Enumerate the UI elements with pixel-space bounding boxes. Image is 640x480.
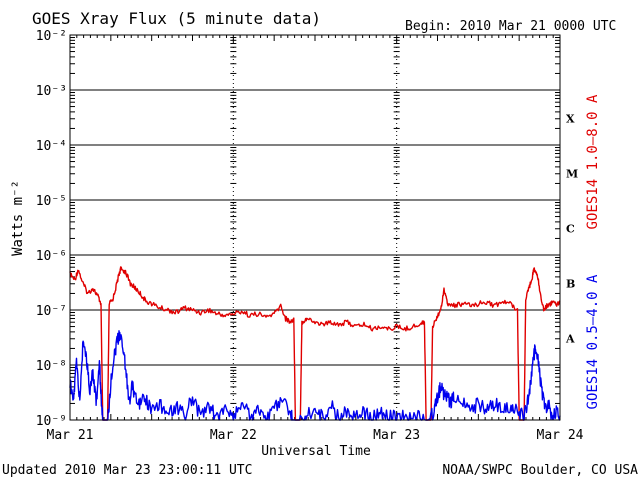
x-tick-label: Mar 23 [373, 428, 420, 443]
y-axis-label: Watts m⁻² [10, 180, 26, 256]
flare-class-label: X [566, 113, 575, 126]
y-tick-label: 10⁻⁸ [36, 359, 67, 374]
source-credit: NOAA/SWPC Boulder, CO USA [442, 463, 638, 478]
plot-frame [69, 34, 561, 421]
y-tick-label: 10⁻⁹ [36, 414, 67, 429]
flare-class-label: M [566, 168, 578, 181]
x-tick-label: Mar 22 [210, 428, 257, 443]
x-tick-label: Mar 24 [537, 428, 584, 443]
begin-label: Begin: 2010 Mar 21 0000 UTC [405, 19, 616, 34]
legend-short-channel: GOES14 0.5–4.0 A [585, 274, 601, 409]
x-axis-label: Universal Time [261, 444, 371, 459]
series-line-short [69, 330, 561, 421]
y-tick-label: 10⁻² [36, 29, 67, 44]
y-tick-label: 10⁻⁴ [36, 139, 67, 154]
y-tick-label: 10⁻⁵ [36, 194, 67, 209]
y-tick-label: 10⁻⁶ [36, 249, 67, 264]
legend-long-channel: GOES14 1.0–8.0 A [585, 94, 601, 229]
series-line-long [69, 266, 561, 421]
x-tick-label: Mar 21 [47, 428, 94, 443]
y-tick-label: 10⁻³ [36, 84, 67, 99]
updated-timestamp: Updated 2010 Mar 23 23:00:11 UTC [2, 463, 252, 478]
flare-class-label: C [566, 223, 575, 236]
flare-class-label: B [566, 278, 575, 291]
flare-class-label: A [565, 333, 575, 346]
y-tick-label: 10⁻⁷ [36, 304, 67, 319]
chart-title: GOES Xray Flux (5 minute data) [32, 9, 321, 28]
